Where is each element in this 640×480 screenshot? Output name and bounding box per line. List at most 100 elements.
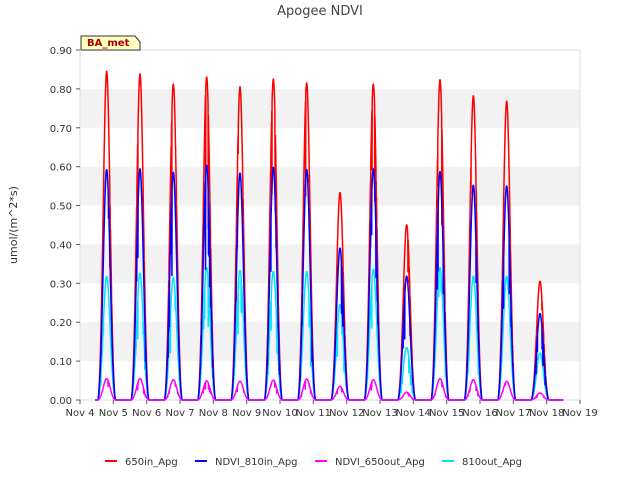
x-tick-label: Nov 6 (132, 408, 161, 419)
y-tick-label: 0.20 (50, 318, 72, 329)
series-peak-point (472, 275, 475, 278)
series-peak-point (539, 352, 541, 355)
series-peak-point (239, 269, 241, 272)
annotation-ba-met: BA_met (80, 35, 141, 51)
series-peak-point (272, 379, 275, 381)
x-tick-label: Nov 19 (562, 408, 597, 419)
y-tick-label: 0.90 (50, 46, 72, 57)
x-tick-label: Nov 9 (232, 408, 261, 419)
grid-band (80, 205, 580, 245)
grid-band (80, 166, 580, 206)
legend: 650in_Apg NDVI_810in_Apg NDVI_650out_Apg 81… (105, 457, 522, 468)
series-peak-point (105, 168, 108, 171)
series-peak-point (139, 272, 141, 275)
series-peak-point (372, 83, 375, 86)
series-NDVI_650out_Apg (94, 377, 564, 401)
x-tick-label: Nov 14 (396, 408, 431, 419)
legend-item: NDVI_810in_Apg (195, 457, 298, 468)
y-tick-label: 0.30 (50, 279, 72, 290)
series-peak-point (439, 79, 441, 81)
series-peak-point (205, 76, 208, 79)
series-peak-point (105, 377, 108, 380)
series-peak-point (339, 247, 341, 250)
y-tick-label: 0.60 (50, 163, 72, 174)
series-peak-point (472, 184, 475, 187)
series-peak-point (139, 168, 141, 170)
x-tick-label: Nov 11 (296, 408, 331, 419)
chart-title: Apogee NDVI (277, 4, 363, 19)
annotation-box (80, 35, 141, 51)
series-peak-point (205, 164, 208, 167)
grid-band (80, 283, 580, 323)
x-tick-label: Nov 15 (429, 408, 464, 419)
series-peak-point (439, 377, 441, 380)
series-peak-point (539, 392, 541, 394)
series-peak-point (505, 185, 508, 187)
series-peak-point (472, 378, 475, 381)
series-peak-point (439, 170, 441, 173)
series-peak-point (405, 391, 408, 394)
series-peak-point (239, 380, 241, 383)
grid-band (80, 322, 580, 362)
annotation-label: BA_met (87, 38, 130, 49)
series-peak-point (172, 83, 175, 86)
x-tick-label: Nov 12 (329, 408, 364, 419)
series-peak-point (472, 95, 475, 97)
y-tick-label: 0.40 (50, 240, 72, 251)
series-peak-point (272, 166, 275, 169)
series-peak-point (205, 380, 208, 382)
series-peak-point (339, 191, 341, 194)
series-peak-point (172, 276, 175, 279)
grid-bands (80, 50, 580, 400)
series-peak-point (305, 168, 308, 171)
series-peak-point (339, 303, 341, 306)
series-peak-point (439, 266, 441, 269)
legend-label: NDVI_650out_Apg (335, 457, 425, 468)
series-layer (94, 70, 564, 401)
legend-item: 810out_Apg (442, 457, 522, 468)
legend-label: 650in_Apg (125, 457, 178, 468)
x-tick-label: Nov 4 (65, 408, 94, 419)
x-axis-ticks: Nov 4 Nov 5 Nov 6 Nov 7 Nov 8 Nov 9 Nov 10Nov … (65, 400, 598, 419)
series-peak-point (239, 86, 241, 88)
series-peak-point (505, 380, 508, 383)
series-peak-point (405, 224, 408, 226)
y-axis-label: umol/(m^2*s) (7, 186, 20, 264)
series-peak-point (539, 280, 541, 283)
series-peak-point (105, 275, 108, 278)
grid-band (80, 50, 580, 89)
x-tick-label: Nov 16 (462, 408, 497, 419)
series-peak-point (339, 385, 341, 388)
series-peak-point (372, 378, 375, 381)
y-tick-label: 0.80 (50, 85, 72, 96)
grid-band (80, 88, 580, 128)
series-peak-point (239, 172, 241, 175)
y-tick-label: 0.00 (50, 396, 72, 407)
legend-item: 650in_Apg (105, 457, 178, 468)
series-peak-point (505, 100, 508, 103)
series-peak-point (539, 312, 541, 315)
series-peak-point (505, 275, 508, 278)
grid-band (80, 244, 580, 284)
series-peak-point (139, 73, 141, 75)
x-tick-label: Nov 17 (496, 408, 531, 419)
legend-label: 810out_Apg (462, 457, 522, 468)
series-peak-point (272, 78, 275, 80)
series-peak-point (305, 270, 308, 273)
series-peak-point (172, 378, 175, 381)
x-tick-label: Nov 7 (165, 408, 194, 419)
grid-band (80, 127, 580, 167)
series-peak-point (172, 171, 175, 174)
series-peak-point (272, 270, 275, 273)
x-tick-label: Nov 10 (262, 408, 297, 419)
x-tick-label: Nov 13 (362, 408, 397, 419)
series-peak-point (139, 377, 141, 380)
x-tick-label: Nov 18 (529, 408, 564, 419)
series-peak-point (405, 275, 408, 278)
series-peak-point (305, 82, 308, 84)
grid-band (80, 361, 580, 400)
legend-label: NDVI_810in_Apg (215, 457, 298, 468)
series-peak-point (372, 168, 375, 170)
legend-item: NDVI_650out_Apg (315, 457, 425, 468)
y-axis-ticks: 0.00 0.10 0.20 0.30 0.40 0.50 0.60 0.70 0.80 0.90 (50, 46, 80, 407)
